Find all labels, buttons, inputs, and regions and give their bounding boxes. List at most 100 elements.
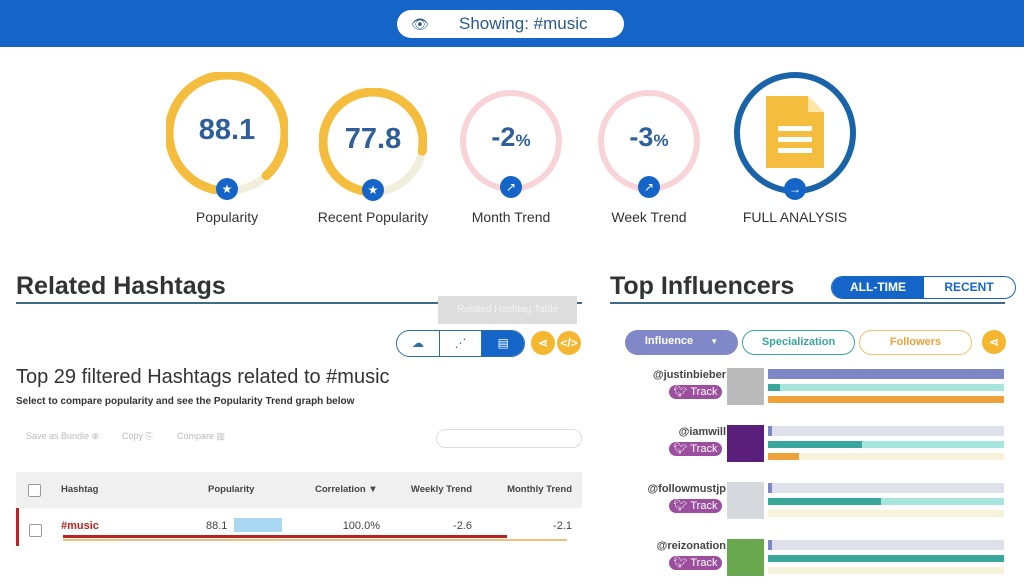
correlation-value: 100.0% [342, 520, 380, 532]
top-bar: 👁 Showing: #music [0, 0, 1024, 47]
track-button[interactable]: 🐦︎ Track [669, 556, 722, 570]
influencer-item: @reizonation 🐦︎ Track [610, 539, 1010, 583]
eye-icon: 👁 [411, 16, 429, 32]
specialization-bar-fill [768, 555, 1004, 562]
showing-pill[interactable]: 👁 Showing: #music [397, 10, 624, 38]
save-bundle-button[interactable]: Save as Bundle ⊕ [26, 431, 100, 441]
compare-button[interactable]: Compare ▥ [177, 431, 226, 441]
table-view-button[interactable]: ▤ [482, 331, 524, 356]
hashtags-subtitle: Top 29 filtered Hashtags related to #mus… [16, 366, 390, 388]
track-label: Track [690, 557, 718, 569]
tab-all-time[interactable]: ALL-TIME [832, 277, 924, 298]
influence-bar-fill [768, 483, 772, 493]
embed-code-button[interactable]: </> [557, 331, 581, 355]
unit-text: % [653, 131, 669, 150]
influence-bar-fill [768, 540, 772, 550]
specialization-filter[interactable]: Specialization [742, 330, 855, 355]
influencer-item: @iamwill 🐦︎ Track [610, 425, 1010, 469]
star-icon-badge: ★ [216, 178, 238, 200]
copy-button[interactable]: Copy ⎘ [122, 431, 153, 441]
chevron-down-icon: ▼ [710, 337, 719, 346]
avatar[interactable] [727, 425, 764, 462]
metric-week-trend: -3% ↗ [596, 88, 702, 198]
select-all-checkbox[interactable] [28, 484, 41, 497]
weekly-trend-value: -2.6 [453, 520, 472, 532]
popularity-value: 88.1 [206, 520, 228, 532]
influence-bar-fill [768, 369, 1004, 379]
track-button[interactable]: 🐦︎ Track [669, 385, 722, 399]
value-text: -2 [491, 122, 516, 152]
metric-label: Popularity [195, 209, 259, 225]
influencer-item: @justinbieber 🐦︎ Track [610, 368, 1010, 412]
showing-text: Showing: #music [459, 14, 588, 33]
influencer-handle[interactable]: @reizonation [656, 540, 726, 552]
influence-bar [768, 426, 1004, 436]
specialization-bar [768, 498, 1004, 505]
metric-popularity: 88.1 ★ [166, 72, 288, 200]
metric-value: -3% [596, 122, 702, 153]
share-button[interactable]: ⋖ [531, 331, 555, 355]
twitter-icon: 🐦︎ [673, 443, 688, 455]
metric-value: 88.1 [166, 114, 288, 147]
row-checkbox[interactable] [29, 524, 42, 537]
col-popularity[interactable]: Popularity [208, 484, 255, 495]
top-influencers-title: Top Influencers [610, 272, 795, 300]
metric-full-analysis[interactable]: → [734, 72, 856, 200]
avatar[interactable] [727, 539, 764, 576]
table-header: Hashtag Popularity Correlation ▼ Weekly … [16, 472, 582, 508]
unit-text: % [515, 131, 531, 150]
influencer-handle[interactable]: @followmustjp [647, 483, 726, 495]
track-button[interactable]: 🐦︎ Track [669, 499, 722, 513]
tab-recent[interactable]: RECENT [944, 280, 994, 294]
influence-bar [768, 540, 1004, 550]
trend-icon-badge: ↗ [638, 176, 660, 198]
divider [610, 302, 1005, 304]
twitter-icon: 🐦︎ [673, 386, 688, 398]
correlation-bar [63, 535, 507, 538]
influence-filter[interactable]: Influence ▼ [625, 330, 738, 355]
share-influencers-button[interactable]: ⋖ [982, 330, 1006, 354]
hashtag-link[interactable]: #music [61, 520, 99, 532]
specialization-bar-fill [768, 441, 863, 448]
col-monthly-trend[interactable]: Monthly Trend [507, 484, 572, 495]
time-range-toggle: ALL-TIME RECENT [831, 276, 1016, 299]
metric-label: Month Trend [471, 209, 551, 225]
table-row[interactable]: #music 88.1 100.0% -2.6 -2.1 [16, 508, 582, 546]
metric-month-trend: -2% ↗ [458, 88, 564, 198]
track-label: Track [690, 443, 718, 455]
cloud-view-button[interactable]: ☁ [397, 331, 440, 356]
metric-value: -2% [458, 122, 564, 153]
track-button[interactable]: 🐦︎ Track [669, 442, 722, 456]
influencer-item: @followmustjp 🐦︎ Track [610, 482, 1010, 526]
divider [16, 302, 582, 304]
followers-filter[interactable]: Followers [859, 330, 972, 355]
col-weekly-trend[interactable]: Weekly Trend [410, 484, 472, 495]
followers-bar [768, 567, 1004, 574]
tooltip: Related Hashtag Table [438, 296, 577, 324]
trend-icon-badge: ↗ [500, 176, 522, 198]
twitter-icon: 🐦︎ [673, 557, 688, 569]
value-text: 77.8 [344, 123, 402, 155]
specialization-bar-fill [768, 384, 780, 391]
influencer-handle[interactable]: @justinbieber [652, 369, 726, 381]
search-input[interactable] [436, 429, 582, 448]
view-switcher: ☁ ⋰ ▤ [396, 330, 525, 357]
followers-bar-fill [768, 396, 1004, 403]
influence-bar [768, 483, 1004, 493]
followers-bar-fill [768, 453, 799, 460]
followers-bar [768, 510, 1004, 517]
twitter-icon: 🐦︎ [673, 500, 688, 512]
col-hashtag[interactable]: Hashtag [61, 484, 99, 495]
scatter-view-button[interactable]: ⋰ [440, 331, 483, 356]
specialization-bar [768, 555, 1004, 562]
influencer-handle[interactable]: @iamwill [678, 426, 726, 438]
value-text: 88.1 [198, 114, 256, 146]
monthly-trend-value: -2.1 [553, 520, 572, 532]
avatar[interactable] [727, 482, 764, 519]
influence-bar [768, 369, 1004, 379]
col-correlation[interactable]: Correlation ▼ [315, 484, 378, 495]
avatar[interactable] [727, 368, 764, 405]
metric-label: FULL ANALYSIS [742, 209, 848, 225]
metric-value: 77.8 [319, 123, 427, 156]
star-icon-badge: ★ [362, 179, 384, 201]
